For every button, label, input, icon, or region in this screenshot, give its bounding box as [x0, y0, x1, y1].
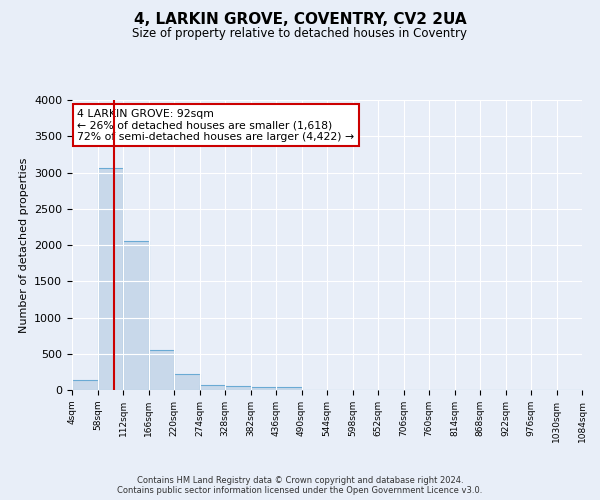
Text: 4, LARKIN GROVE, COVENTRY, CV2 2UA: 4, LARKIN GROVE, COVENTRY, CV2 2UA	[134, 12, 466, 28]
Bar	[97, 168, 123, 390]
Bar	[123, 240, 149, 390]
Text: Contains HM Land Registry data © Crown copyright and database right 2024.
Contai: Contains HM Land Registry data © Crown c…	[118, 476, 482, 495]
Bar	[149, 350, 174, 390]
Bar	[251, 386, 276, 390]
Bar	[225, 386, 251, 390]
Text: 4 LARKIN GROVE: 92sqm
← 26% of detached houses are smaller (1,618)
72% of semi-d: 4 LARKIN GROVE: 92sqm ← 26% of detached …	[77, 108, 354, 142]
Y-axis label: Number of detached properties: Number of detached properties	[19, 158, 29, 332]
Text: Size of property relative to detached houses in Coventry: Size of property relative to detached ho…	[133, 28, 467, 40]
Bar	[276, 386, 302, 390]
Bar	[200, 384, 225, 390]
Bar	[174, 374, 199, 390]
Bar	[72, 380, 97, 390]
